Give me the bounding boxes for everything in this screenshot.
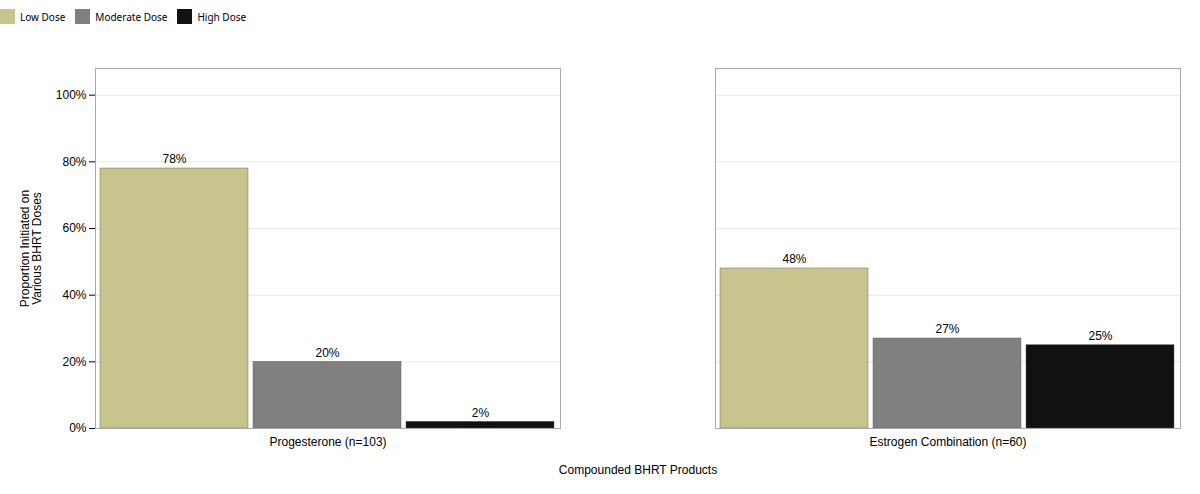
html-text:Moderate Dose: Moderate Dose [95,9,168,24]
svg-text:78%: 78% [162,152,186,166]
svg-text:Progesterone (n=103): Progesterone (n=103) [269,435,386,449]
svg-text:0%: 0% [69,421,87,435]
svg-text:25%: 25% [1088,329,1112,343]
svg-text:27%: 27% [935,322,959,336]
svg-text:48%: 48% [782,252,806,266]
svg-text:40%: 40% [62,288,86,302]
svg-text:2%: 2% [472,406,490,420]
svg-text:Compounded BHRT Products: Compounded BHRT Products [559,463,717,477]
svg-text:Proportion Initiated onVarious: Proportion Initiated onVarious BHRT Dose… [18,190,44,307]
html-text:High Dose: High Dose [197,9,247,24]
svg-text:20%: 20% [315,346,339,360]
svg-text:100%: 100% [56,88,87,102]
svg-text:20%: 20% [62,355,86,369]
svg-text:80%: 80% [62,155,86,169]
html-text:Low Dose: Low Dose [20,9,66,24]
svg-text:Estrogen Combination (n=60): Estrogen Combination (n=60) [869,435,1026,449]
svg-text:60%: 60% [62,221,86,235]
